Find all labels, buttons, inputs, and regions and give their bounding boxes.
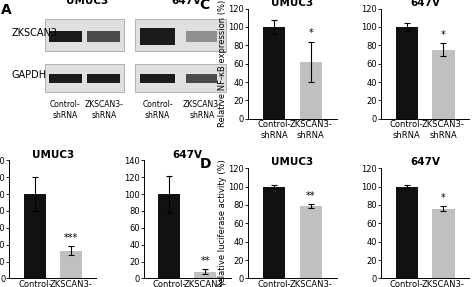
Text: GAPDH: GAPDH (12, 70, 47, 80)
Bar (300, 206, 322, 278)
Bar (300, 62, 322, 119)
Text: D: D (200, 157, 211, 171)
Bar (396, 187, 418, 278)
Bar (432, 209, 455, 278)
Text: **: ** (306, 191, 316, 201)
Text: **: ** (201, 256, 210, 265)
Text: Control-
shRNA: Control- shRNA (142, 100, 173, 120)
Text: 647V: 647V (171, 0, 201, 7)
Text: Control-
shRNA: Control- shRNA (49, 100, 80, 120)
Y-axis label: Relative NF-κB expression (%): Relative NF-κB expression (%) (218, 0, 227, 127)
Title: 647V: 647V (410, 0, 440, 8)
Bar (263, 27, 285, 119)
Bar (45, 64, 124, 92)
Text: *: * (441, 193, 446, 203)
Text: ZKSCAN3-
shRNA: ZKSCAN3- shRNA (182, 100, 221, 120)
Bar (158, 194, 180, 278)
Bar (140, 28, 175, 45)
Bar (432, 50, 455, 119)
Bar (24, 194, 46, 278)
Title: 647V: 647V (172, 150, 202, 160)
Bar (136, 19, 226, 51)
Bar (60, 251, 82, 278)
Bar (263, 187, 285, 278)
Text: A: A (0, 3, 11, 17)
Bar (45, 19, 124, 51)
Bar (186, 74, 217, 83)
Bar (136, 64, 226, 92)
Title: UMUC3: UMUC3 (32, 150, 74, 160)
Bar (396, 27, 418, 119)
Bar (140, 74, 175, 83)
Bar (87, 74, 120, 83)
Text: UMUC3: UMUC3 (66, 0, 108, 7)
Text: C: C (200, 0, 210, 11)
Title: UMUC3: UMUC3 (271, 0, 313, 8)
Bar (186, 31, 217, 42)
Title: UMUC3: UMUC3 (271, 158, 313, 168)
Title: 647V: 647V (410, 158, 440, 168)
Text: ZKSCAN3: ZKSCAN3 (12, 28, 58, 38)
Bar (87, 31, 120, 42)
Text: ZKSCAN3-
shRNA: ZKSCAN3- shRNA (85, 100, 124, 120)
Bar (49, 31, 82, 42)
Bar (194, 272, 216, 278)
Y-axis label: Relative luciferase activity (%): Relative luciferase activity (%) (218, 159, 227, 287)
Text: *: * (441, 30, 446, 40)
Text: ***: *** (64, 233, 78, 243)
Bar (49, 74, 82, 83)
Text: *: * (309, 28, 313, 38)
